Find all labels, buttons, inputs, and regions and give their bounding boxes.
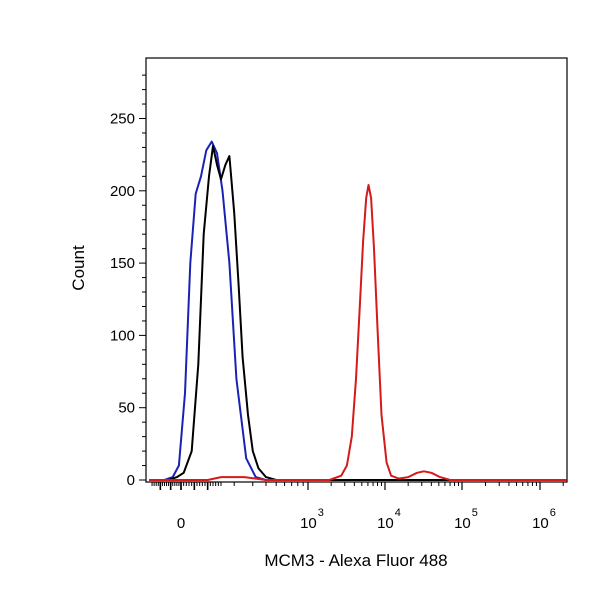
plot-frame <box>145 57 568 483</box>
x-tick-labels: 0 103 104 105 106 <box>177 507 556 532</box>
y-tick-label: 100 <box>110 327 135 344</box>
histogram-series-1 <box>149 140 567 481</box>
y-tick-label: 150 <box>110 255 135 272</box>
y-axis-title: Count <box>69 245 88 291</box>
y-tick-label: 50 <box>118 400 135 417</box>
x-axis-title: MCM3 - Alexa Fluor 488 <box>264 551 447 570</box>
y-axis-ticks <box>139 118 146 481</box>
x-tick-label: 104 <box>377 507 401 532</box>
y-tick-labels: 0 50 100 150 200 250 <box>110 111 135 490</box>
x-tick-label: 106 <box>532 507 556 532</box>
x-axis-ticks <box>180 482 541 490</box>
x-minor-ticks <box>151 482 564 490</box>
series-layer <box>149 140 567 481</box>
x-tick-label: 103 <box>300 507 324 532</box>
y-tick-label: 250 <box>110 111 135 128</box>
histogram-series-2 <box>149 145 567 481</box>
histogram-series-3 <box>149 184 567 481</box>
x-tick-label: 0 <box>177 515 185 532</box>
x-tick-label: 105 <box>454 507 478 532</box>
y-tick-label: 0 <box>127 472 135 489</box>
y-minor-ticks <box>142 74 146 467</box>
y-tick-label: 200 <box>110 183 135 200</box>
